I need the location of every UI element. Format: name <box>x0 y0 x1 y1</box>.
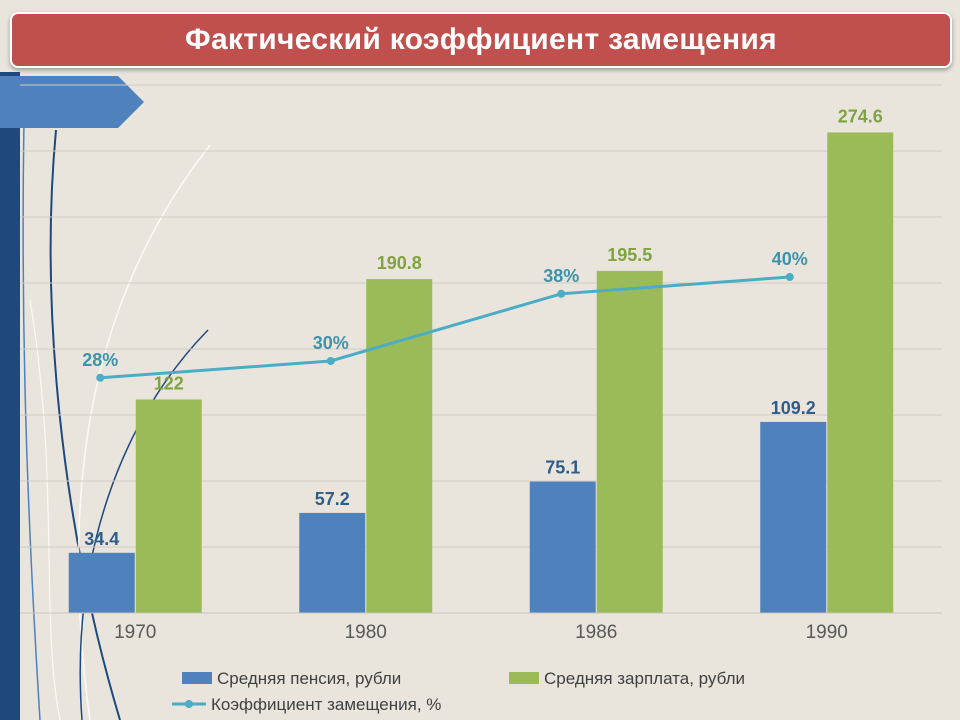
data-label-salary: 274.6 <box>838 106 883 126</box>
x-tick-label: 1980 <box>345 622 387 643</box>
data-label-ratio: 28% <box>82 350 118 370</box>
title-bar: Фактический коэффициент замещения <box>10 12 952 68</box>
ratio-marker <box>326 357 335 365</box>
ratio-line <box>100 275 790 380</box>
data-label-ratio: 40% <box>772 249 808 269</box>
x-tick-label: 1990 <box>806 622 848 643</box>
legend-label-ratio: Коэффициент замещения, % <box>211 695 441 714</box>
bar-pension <box>529 481 596 613</box>
data-label-pension: 75.1 <box>545 458 580 478</box>
legend-swatch-pension <box>182 672 212 684</box>
bar-salary <box>596 270 663 613</box>
data-label-pension: 109.2 <box>771 398 816 418</box>
ratio-marker <box>96 373 105 382</box>
left-accent-bar <box>0 72 20 720</box>
legend-label-salary: Средняя зарплата, рубли <box>544 669 745 688</box>
bars <box>68 132 894 613</box>
legend-swatch-ratio-marker <box>185 700 193 708</box>
data-label-salary: 195.5 <box>607 245 652 265</box>
line-series <box>96 273 794 382</box>
x-axis: 1970 1980 1986 1990 <box>20 612 942 643</box>
data-label-salary: 190.8 <box>377 253 422 273</box>
bar-salary <box>135 399 202 613</box>
slide-title: Фактический коэффициент замещения <box>185 23 777 56</box>
x-tick-label: 1970 <box>114 622 156 643</box>
data-labels: 34.4 122 57.2 190.8 75.1 195.5 109.2 274.6 28% 30… <box>82 106 883 548</box>
bar-pension <box>760 421 827 613</box>
bar-pension <box>299 512 366 613</box>
decorative-curve <box>49 129 121 720</box>
data-label-ratio: 30% <box>313 333 349 353</box>
data-label-pension: 34.4 <box>84 529 119 549</box>
legend-label-pension: Средняя пенсия, рубли <box>217 669 401 688</box>
legend-swatch-salary <box>509 672 539 684</box>
x-tick-label: 1986 <box>575 622 617 643</box>
ratio-marker <box>785 273 794 281</box>
bar-salary <box>366 279 433 613</box>
data-label-ratio: 38% <box>543 266 579 286</box>
bar-pension <box>68 552 135 613</box>
bar-salary <box>827 132 894 613</box>
decorative-curve <box>22 119 41 720</box>
data-label-salary: 122 <box>154 374 184 394</box>
decorative-curve <box>79 329 209 720</box>
ratio-marker <box>557 289 566 298</box>
legend: Средняя пенсия, рубли Средняя зарплата, р… <box>172 669 745 714</box>
blue-arrow-shape <box>0 76 144 128</box>
data-label-pension: 57.2 <box>315 489 350 509</box>
decorative-curve <box>29 299 61 720</box>
